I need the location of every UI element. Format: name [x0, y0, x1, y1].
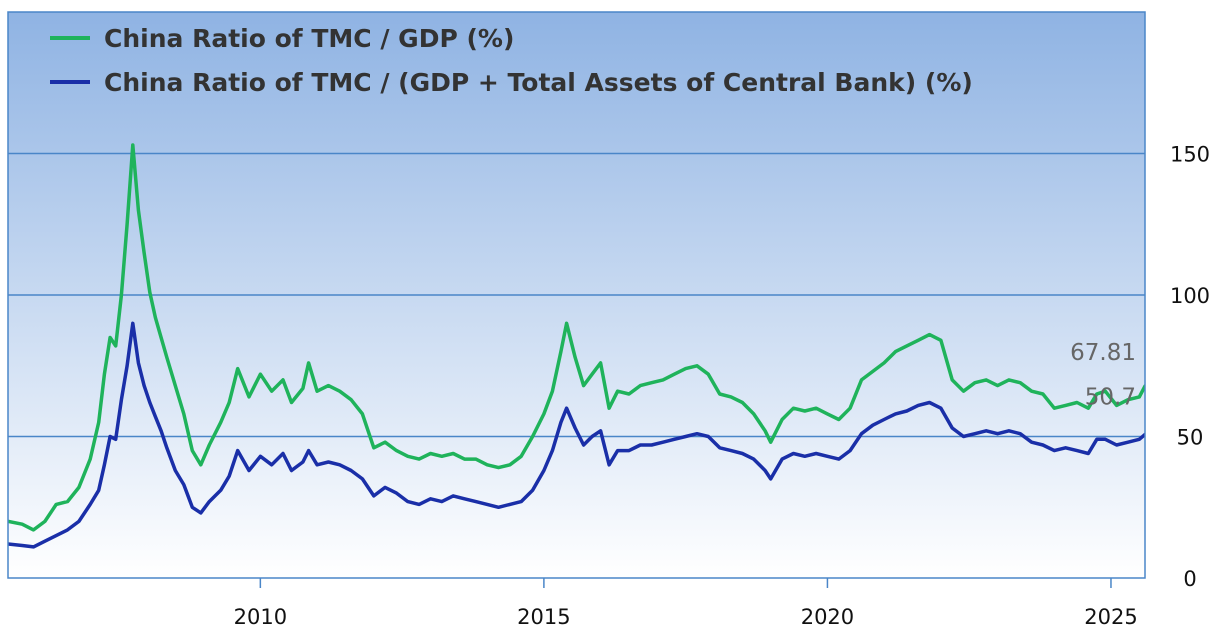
series-line-1 [8, 143, 1145, 532]
y-tick-label: 150 [1170, 143, 1210, 167]
x-tick-label: 2015 [517, 605, 570, 629]
y-axis: 0 50 100 150 [1170, 143, 1210, 592]
series-end-label: 67.81 [1070, 340, 1136, 366]
x-tick-label: 2025 [1084, 605, 1137, 629]
gridlines [8, 152, 1145, 438]
legend-label: China Ratio of TMC / GDP (%) [104, 24, 514, 53]
x-tick-label: 2020 [801, 605, 854, 629]
x-tick-label: 2010 [234, 605, 287, 629]
series-line-2 [8, 321, 1145, 549]
y-tick-label: 0 [1183, 567, 1196, 591]
y-tick-label: 50 [1177, 426, 1204, 450]
series-end-label: 50.7 [1085, 385, 1136, 411]
series-lines [8, 143, 1145, 549]
end-labels: 67.81 50.7 [1070, 340, 1136, 410]
x-axis: 2010 2015 2020 2025 [234, 578, 1138, 629]
plot-frame [7, 11, 1146, 579]
legend-label: China Ratio of TMC / (GDP + Total Assets… [104, 68, 973, 97]
y-tick-label: 100 [1170, 284, 1210, 308]
legend: China Ratio of TMC / GDP (%) China Ratio … [50, 24, 973, 97]
